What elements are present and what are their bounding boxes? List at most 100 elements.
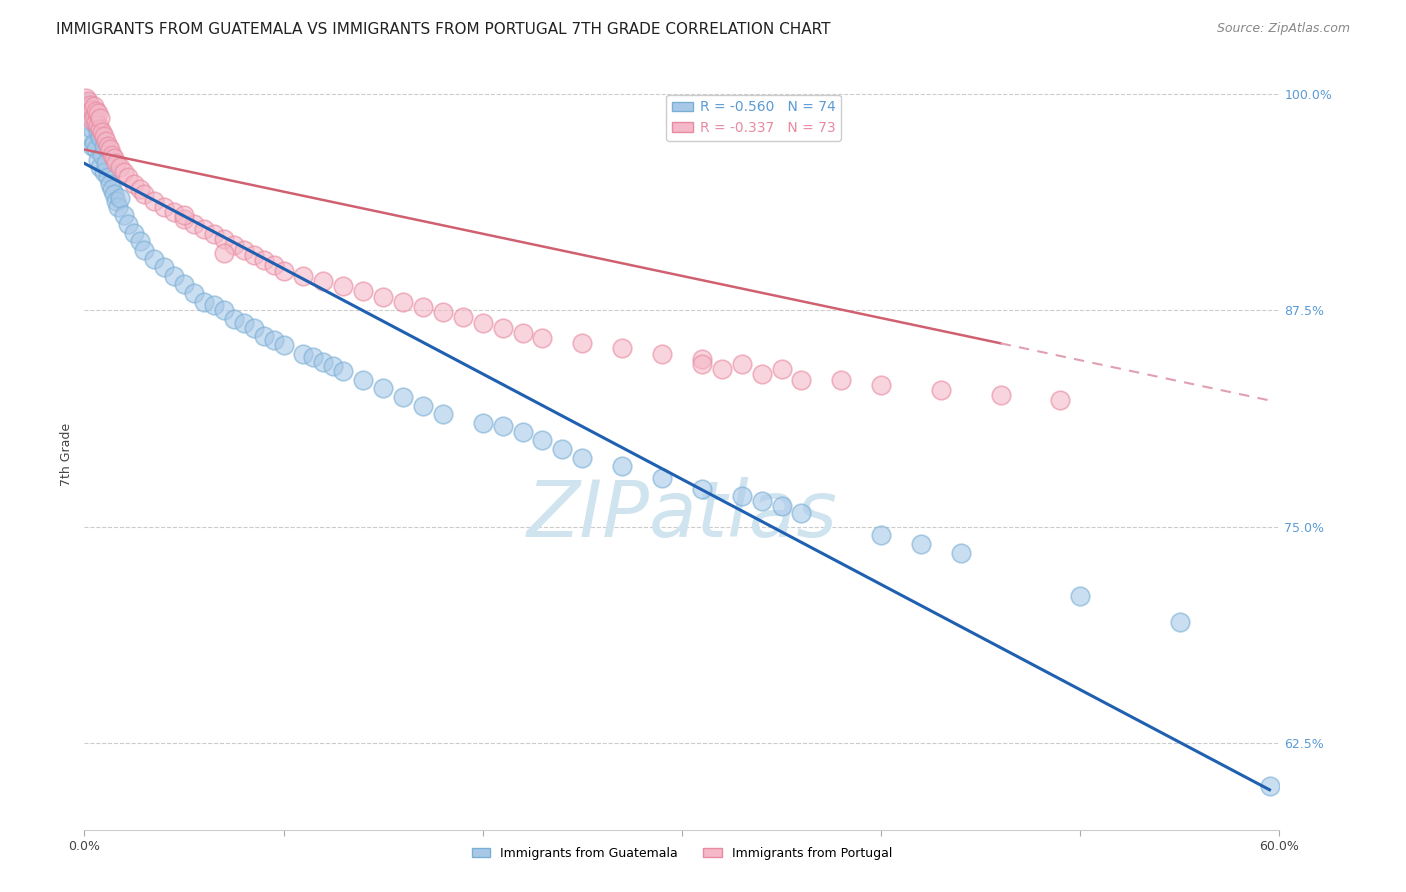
- Point: [273, 338, 295, 352]
- Point: [163, 204, 186, 219]
- Point: [163, 268, 186, 283]
- Point: [212, 232, 235, 246]
- Point: [710, 362, 733, 376]
- Point: [143, 194, 166, 209]
- Point: [770, 362, 793, 376]
- Point: [77, 113, 100, 128]
- Point: [292, 268, 315, 283]
- Point: [183, 217, 205, 231]
- Point: [122, 226, 145, 240]
- Point: [82, 103, 104, 117]
- Point: [312, 274, 335, 288]
- Point: [751, 493, 773, 508]
- Point: [990, 388, 1012, 402]
- Point: [352, 285, 374, 299]
- Point: [87, 106, 110, 120]
- Point: [910, 537, 932, 551]
- Point: [77, 101, 100, 115]
- Point: [531, 331, 554, 345]
- Point: [143, 252, 166, 266]
- Point: [292, 347, 315, 361]
- Text: Source: ZipAtlas.com: Source: ZipAtlas.com: [1216, 22, 1350, 36]
- Point: [253, 329, 276, 343]
- Point: [93, 165, 115, 179]
- Point: [89, 130, 111, 145]
- Point: [651, 347, 673, 361]
- Point: [98, 143, 121, 157]
- Point: [82, 139, 104, 153]
- Point: [432, 305, 454, 319]
- Point: [103, 151, 125, 165]
- Point: [531, 434, 554, 448]
- Point: [91, 147, 114, 161]
- Point: [232, 316, 254, 330]
- Point: [79, 108, 101, 122]
- Point: [101, 147, 124, 161]
- Point: [1258, 780, 1281, 794]
- Point: [612, 342, 634, 356]
- Point: [222, 237, 245, 252]
- Point: [79, 130, 101, 145]
- Point: [86, 118, 108, 132]
- Point: [302, 350, 325, 364]
- Point: [212, 246, 235, 260]
- Point: [242, 320, 264, 334]
- Point: [117, 217, 139, 231]
- Point: [91, 125, 114, 139]
- Point: [83, 110, 105, 124]
- Text: IMMIGRANTS FROM GUATEMALA VS IMMIGRANTS FROM PORTUGAL 7TH GRADE CORRELATION CHAR: IMMIGRANTS FROM GUATEMALA VS IMMIGRANTS …: [56, 22, 831, 37]
- Point: [830, 373, 852, 387]
- Point: [551, 442, 574, 456]
- Point: [412, 300, 434, 314]
- Point: [790, 373, 813, 387]
- Point: [86, 104, 108, 119]
- Point: [110, 191, 132, 205]
- Point: [87, 118, 110, 132]
- Point: [212, 303, 235, 318]
- Point: [77, 94, 100, 108]
- Point: [103, 187, 125, 202]
- Point: [263, 333, 285, 347]
- Point: [83, 99, 105, 113]
- Point: [471, 416, 494, 430]
- Point: [83, 136, 105, 150]
- Point: [183, 286, 205, 301]
- Point: [129, 234, 152, 248]
- Point: [75, 99, 97, 113]
- Point: [89, 112, 111, 126]
- Point: [101, 182, 124, 196]
- Point: [105, 194, 128, 209]
- Point: [173, 211, 195, 226]
- Point: [132, 187, 156, 202]
- Point: [89, 121, 111, 136]
- Point: [110, 160, 132, 174]
- Point: [731, 357, 754, 371]
- Text: ZIPatlas: ZIPatlas: [526, 477, 838, 553]
- Point: [1069, 589, 1091, 603]
- Point: [571, 450, 593, 465]
- Y-axis label: 7th Grade: 7th Grade: [59, 424, 73, 486]
- Point: [412, 399, 434, 413]
- Point: [242, 248, 264, 262]
- Point: [132, 243, 156, 257]
- Point: [232, 243, 254, 257]
- Point: [87, 153, 110, 167]
- Point: [253, 253, 276, 268]
- Point: [97, 170, 120, 185]
- Point: [432, 407, 454, 421]
- Point: [492, 320, 515, 334]
- Point: [107, 200, 129, 214]
- Point: [93, 139, 115, 153]
- Point: [1049, 393, 1071, 408]
- Point: [193, 222, 215, 236]
- Point: [929, 383, 952, 397]
- Point: [173, 208, 195, 222]
- Point: [392, 294, 415, 309]
- Point: [83, 108, 105, 122]
- Point: [153, 260, 176, 275]
- Point: [312, 355, 335, 369]
- Point: [75, 90, 97, 104]
- Point: [651, 471, 673, 485]
- Point: [690, 482, 713, 496]
- Point: [263, 259, 285, 273]
